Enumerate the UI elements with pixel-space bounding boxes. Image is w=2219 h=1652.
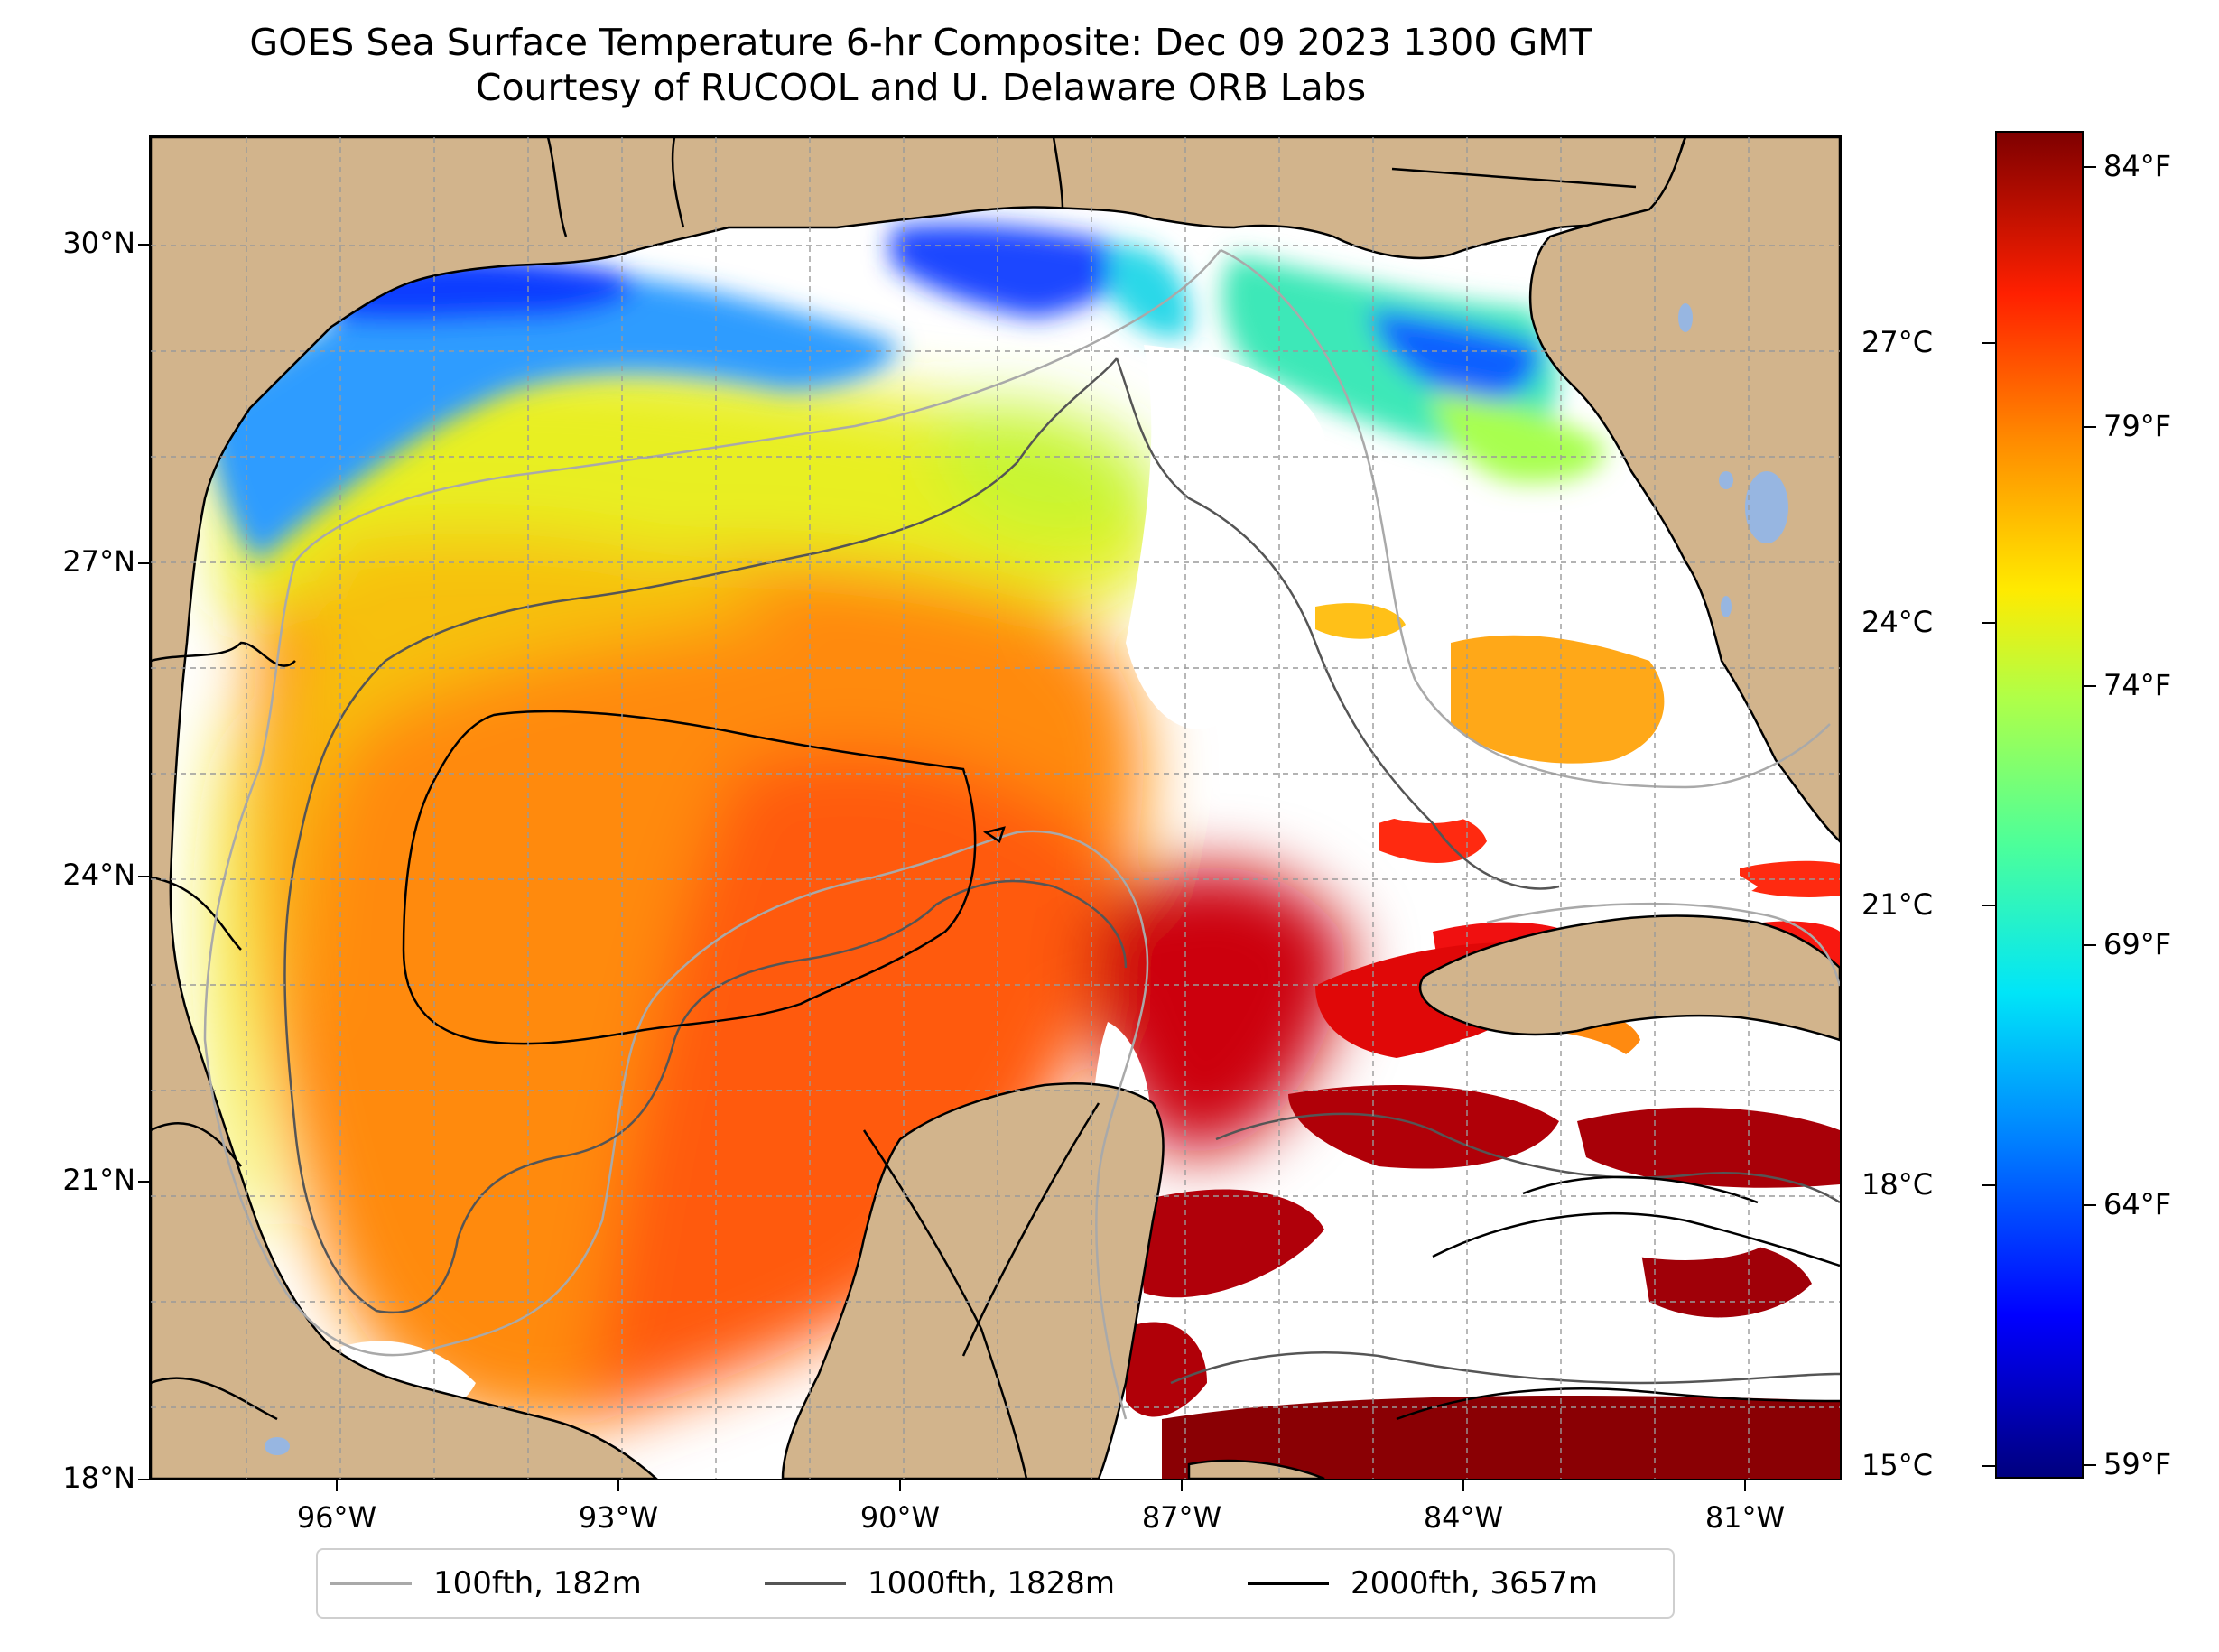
legend-swatch-1000fth [765, 1582, 846, 1585]
lat-tick [138, 244, 149, 246]
political-borders [151, 137, 1637, 1479]
cb-fahrenheit-tick [2084, 1204, 2096, 1206]
lat-tick [138, 876, 149, 877]
lon-tick [1462, 1480, 1464, 1491]
contour-100fth [203, 248, 1840, 1420]
lon-label-90w: 90°W [859, 1500, 941, 1535]
contour-1000fth [283, 357, 1840, 1385]
legend-label-2000fth: 2000fth, 3657m [1351, 1565, 1599, 1601]
sst-map[interactable] [151, 137, 1840, 1479]
map-panel[interactable] [149, 135, 1842, 1480]
legend-swatch-2000fth [1248, 1582, 1329, 1585]
cb-fahrenheit-tick [2084, 685, 2096, 687]
cb-fahrenheit-79: 79°F [2103, 409, 2172, 443]
cb-fahrenheit-84: 84°F [2103, 149, 2172, 183]
lat-label-18n: 18°N [62, 1461, 135, 1495]
map-title: GOES Sea Surface Temperature 6-hr Compos… [0, 20, 1842, 110]
cb-celsius-tick [1982, 1184, 1995, 1186]
cb-fahrenheit-tick [2084, 426, 2096, 428]
lat-tick [138, 1479, 149, 1480]
lon-tick [336, 1480, 338, 1491]
cb-celsius-15: 15°C [1862, 1448, 1934, 1482]
lon-label-87w: 87°W [1141, 1500, 1222, 1535]
title-line-2: Courtesy of RUCOOL and U. Delaware ORB L… [475, 66, 1367, 109]
legend-label-100fth: 100fth, 182m [433, 1565, 642, 1601]
lon-label-84w: 84°W [1423, 1500, 1504, 1535]
contour-2000fth [402, 710, 977, 1045]
legend-item-100fth: 100fth, 182m [330, 1550, 642, 1617]
cb-celsius-18: 18°C [1862, 1167, 1934, 1202]
legend-item-2000fth: 2000fth, 3657m [1248, 1550, 1598, 1617]
lon-label-81w: 81°W [1704, 1500, 1786, 1535]
legend-item-1000fth: 1000fth, 1828m [765, 1550, 1115, 1617]
cb-fahrenheit-69: 69°F [2103, 927, 2172, 961]
land [151, 137, 1840, 1479]
lat-tick [138, 562, 149, 564]
lat-label-27n: 27°N [62, 544, 135, 579]
contour-legend: 100fth, 182m 1000fth, 1828m 2000fth, 365… [316, 1548, 1675, 1619]
title-line-1: GOES Sea Surface Temperature 6-hr Compos… [249, 21, 1592, 64]
cb-fahrenheit-59: 59°F [2103, 1447, 2172, 1481]
lon-tick [899, 1480, 901, 1491]
cb-celsius-24: 24°C [1862, 605, 1934, 639]
cb-celsius-tick [1982, 342, 1995, 344]
bathymetry-contours [203, 248, 1840, 1421]
lat-label-21n: 21°N [62, 1163, 135, 1197]
lat-tick [138, 1181, 149, 1183]
temperature-colorbar [1995, 131, 2084, 1479]
sst-field [210, 356, 1351, 1428]
cb-fahrenheit-tick [2084, 1464, 2096, 1466]
lon-label-93w: 93°W [578, 1500, 659, 1535]
cb-celsius-tick [1982, 1465, 1995, 1467]
cb-celsius-tick [1982, 622, 1995, 624]
cb-fahrenheit-tick [2084, 166, 2096, 168]
lon-tick [617, 1480, 619, 1491]
cb-fahrenheit-74: 74°F [2103, 668, 2172, 702]
cb-celsius-tick [1982, 905, 1995, 906]
cb-celsius-27: 27°C [1862, 325, 1934, 359]
legend-label-1000fth: 1000fth, 1828m [868, 1565, 1116, 1601]
cb-fahrenheit-tick [2084, 944, 2096, 946]
cb-fahrenheit-64: 64°F [2103, 1187, 2172, 1221]
legend-swatch-100fth [330, 1582, 412, 1585]
lat-label-24n: 24°N [62, 858, 135, 892]
lon-tick [1181, 1480, 1183, 1491]
cb-celsius-21: 21°C [1862, 887, 1934, 922]
lon-label-96w: 96°W [296, 1500, 377, 1535]
lon-tick [1744, 1480, 1746, 1491]
gridlines [151, 137, 1840, 1479]
lat-label-30n: 30°N [62, 226, 135, 260]
